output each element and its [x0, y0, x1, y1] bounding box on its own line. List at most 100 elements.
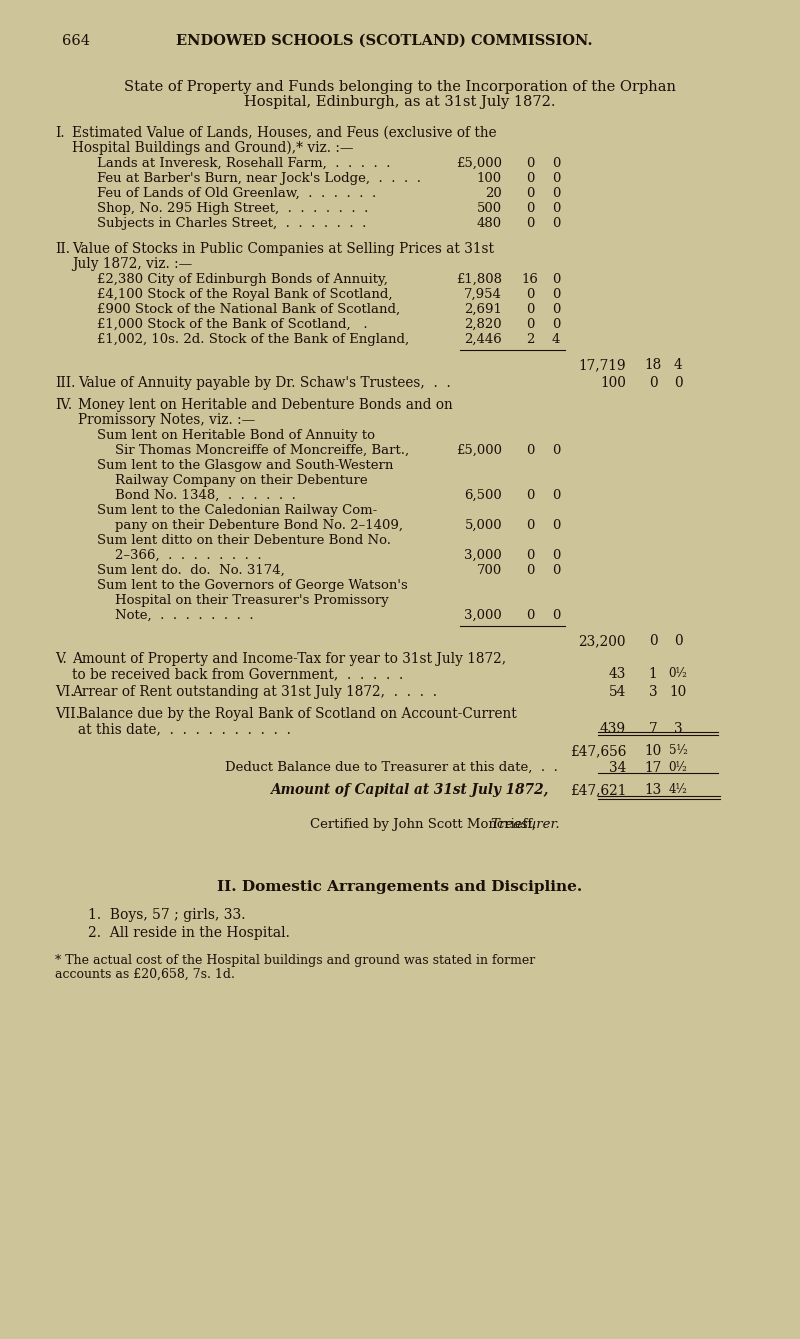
Text: 7,954: 7,954 — [464, 288, 502, 301]
Text: 54: 54 — [609, 686, 626, 699]
Text: III.: III. — [55, 376, 75, 390]
Text: 0: 0 — [526, 202, 534, 216]
Text: 0: 0 — [552, 187, 560, 200]
Text: I.: I. — [55, 126, 65, 141]
Text: 2,820: 2,820 — [464, 317, 502, 331]
Text: Promissory Notes, viz. :—: Promissory Notes, viz. :— — [78, 412, 255, 427]
Text: 4: 4 — [552, 333, 560, 345]
Text: .: . — [400, 783, 404, 797]
Text: 16: 16 — [522, 273, 538, 287]
Text: Feu of Lands of Old Greenlaw,  .  .  .  .  .  .: Feu of Lands of Old Greenlaw, . . . . . … — [97, 187, 376, 200]
Text: Railway Company on their Debenture: Railway Company on their Debenture — [115, 474, 368, 487]
Text: 0: 0 — [552, 564, 560, 577]
Text: £1,000 Stock of the Bank of Scotland,   .: £1,000 Stock of the Bank of Scotland, . — [97, 317, 368, 331]
Text: £2,380 City of Edinburgh Bonds of Annuity,: £2,380 City of Edinburgh Bonds of Annuit… — [97, 273, 388, 287]
Text: 4: 4 — [674, 358, 682, 372]
Text: Shop, No. 295 High Street,  .  .  .  .  .  .  .: Shop, No. 295 High Street, . . . . . . . — [97, 202, 368, 216]
Text: 700: 700 — [477, 564, 502, 577]
Text: accounts as £20,658, 7s. 1d.: accounts as £20,658, 7s. 1d. — [55, 968, 235, 981]
Text: Money lent on Heritable and Debenture Bonds and on: Money lent on Heritable and Debenture Bo… — [78, 398, 453, 412]
Text: 0: 0 — [526, 217, 534, 230]
Text: 17,719: 17,719 — [578, 358, 626, 372]
Text: 2–366,  .  .  .  .  .  .  .  .: 2–366, . . . . . . . . — [115, 549, 262, 562]
Text: VII.: VII. — [55, 707, 80, 720]
Text: 0: 0 — [552, 520, 560, 532]
Text: Hospital Buildings and Ground),* viz. :—: Hospital Buildings and Ground),* viz. :— — [72, 141, 354, 155]
Text: Sum lent ditto on their Debenture Bond No.: Sum lent ditto on their Debenture Bond N… — [97, 534, 391, 548]
Text: 10: 10 — [644, 744, 662, 758]
Text: ENDOWED SCHOOLS (SCOTLAND) COMMISSION.: ENDOWED SCHOOLS (SCOTLAND) COMMISSION. — [176, 33, 593, 48]
Text: 0: 0 — [552, 171, 560, 185]
Text: 10: 10 — [670, 686, 686, 699]
Text: 2: 2 — [526, 333, 534, 345]
Text: 43: 43 — [609, 667, 626, 682]
Text: Hospital on their Treasurer's Promissory: Hospital on their Treasurer's Promissory — [115, 595, 389, 607]
Text: Amount of Capital at 31st July 1872,: Amount of Capital at 31st July 1872, — [270, 783, 548, 797]
Text: Certified by John Scott Moncrieff,: Certified by John Scott Moncrieff, — [310, 818, 540, 832]
Text: 13: 13 — [644, 783, 662, 797]
Text: 5,000: 5,000 — [464, 520, 502, 532]
Text: Sum lent to the Glasgow and South-Western: Sum lent to the Glasgow and South-Wester… — [97, 459, 394, 473]
Text: 0: 0 — [674, 376, 682, 390]
Text: 0: 0 — [552, 549, 560, 562]
Text: £4,100 Stock of the Royal Bank of Scotland,: £4,100 Stock of the Royal Bank of Scotla… — [97, 288, 393, 301]
Text: 1: 1 — [649, 667, 658, 682]
Text: 2,446: 2,446 — [464, 333, 502, 345]
Text: 0: 0 — [552, 157, 560, 170]
Text: Sum lent do.  do.  No. 3174,: Sum lent do. do. No. 3174, — [97, 564, 285, 577]
Text: Sum lent to the Caledonian Railway Com-: Sum lent to the Caledonian Railway Com- — [97, 503, 378, 517]
Text: £1,808: £1,808 — [456, 273, 502, 287]
Text: 0: 0 — [526, 445, 534, 457]
Text: 0: 0 — [649, 633, 658, 648]
Text: Treasurer.: Treasurer. — [490, 818, 560, 832]
Text: 0: 0 — [674, 633, 682, 648]
Text: 0: 0 — [552, 317, 560, 331]
Text: pany on their Debenture Bond No. 2–1409,: pany on their Debenture Bond No. 2–1409, — [115, 520, 403, 532]
Text: Value of Stocks in Public Companies at Selling Prices at 31st: Value of Stocks in Public Companies at S… — [72, 242, 494, 256]
Text: * The actual cost of the Hospital buildings and ground was stated in former: * The actual cost of the Hospital buildi… — [55, 953, 535, 967]
Text: 0: 0 — [526, 187, 534, 200]
Text: Subjects in Charles Street,  .  .  .  .  .  .  .: Subjects in Charles Street, . . . . . . … — [97, 217, 366, 230]
Text: State of Property and Funds belonging to the Incorporation of the Orphan: State of Property and Funds belonging to… — [124, 80, 676, 94]
Text: Sum lent on Heritable Bond of Annuity to: Sum lent on Heritable Bond of Annuity to — [97, 428, 375, 442]
Text: £1,002, 10s. 2d. Stock of the Bank of England,: £1,002, 10s. 2d. Stock of the Bank of En… — [97, 333, 409, 345]
Text: 0⅟₂: 0⅟₂ — [669, 667, 687, 680]
Text: 0: 0 — [526, 520, 534, 532]
Text: £5,000: £5,000 — [456, 445, 502, 457]
Text: at this date,  .  .  .  .  .  .  .  .  .  .: at this date, . . . . . . . . . . — [78, 722, 291, 736]
Text: IV.: IV. — [55, 398, 72, 412]
Text: 664: 664 — [62, 33, 90, 48]
Text: Feu at Barber's Burn, near Jock's Lodge,  .  .  .  .: Feu at Barber's Burn, near Jock's Lodge,… — [97, 171, 421, 185]
Text: V.: V. — [55, 652, 66, 665]
Text: 0: 0 — [552, 445, 560, 457]
Text: 34: 34 — [609, 761, 626, 775]
Text: 439: 439 — [600, 722, 626, 736]
Text: Arrear of Rent outstanding at 31st July 1872,  .  .  .  .: Arrear of Rent outstanding at 31st July … — [72, 686, 437, 699]
Text: 0: 0 — [526, 317, 534, 331]
Text: Bond No. 1348,  .  .  .  .  .  .: Bond No. 1348, . . . . . . — [115, 489, 296, 502]
Text: 0: 0 — [526, 564, 534, 577]
Text: 0: 0 — [526, 303, 534, 316]
Text: 0: 0 — [552, 288, 560, 301]
Text: 23,200: 23,200 — [578, 633, 626, 648]
Text: 7: 7 — [649, 722, 658, 736]
Text: Value of Annuity payable by Dr. Schaw's Trustees,  .  .: Value of Annuity payable by Dr. Schaw's … — [78, 376, 450, 390]
Text: 0: 0 — [552, 202, 560, 216]
Text: 100: 100 — [600, 376, 626, 390]
Text: £5,000: £5,000 — [456, 157, 502, 170]
Text: 0⅟₂: 0⅟₂ — [669, 761, 687, 774]
Text: to be received back from Government,  .  .  .  .  .: to be received back from Government, . .… — [72, 667, 403, 682]
Text: 0: 0 — [526, 171, 534, 185]
Text: Hospital, Edinburgh, as at 31st July 1872.: Hospital, Edinburgh, as at 31st July 187… — [244, 95, 556, 108]
Text: 0: 0 — [526, 288, 534, 301]
Text: 0: 0 — [552, 489, 560, 502]
Text: 0: 0 — [526, 489, 534, 502]
Text: 500: 500 — [477, 202, 502, 216]
Text: Note,  .  .  .  .  .  .  .  .: Note, . . . . . . . . — [115, 609, 254, 623]
Text: II. Domestic Arrangements and Discipline.: II. Domestic Arrangements and Discipline… — [218, 880, 582, 894]
Text: Deduct Balance due to Treasurer at this date,  .  .: Deduct Balance due to Treasurer at this … — [225, 761, 558, 774]
Text: 0: 0 — [649, 376, 658, 390]
Text: 0: 0 — [552, 217, 560, 230]
Text: 100: 100 — [477, 171, 502, 185]
Text: 6,500: 6,500 — [464, 489, 502, 502]
